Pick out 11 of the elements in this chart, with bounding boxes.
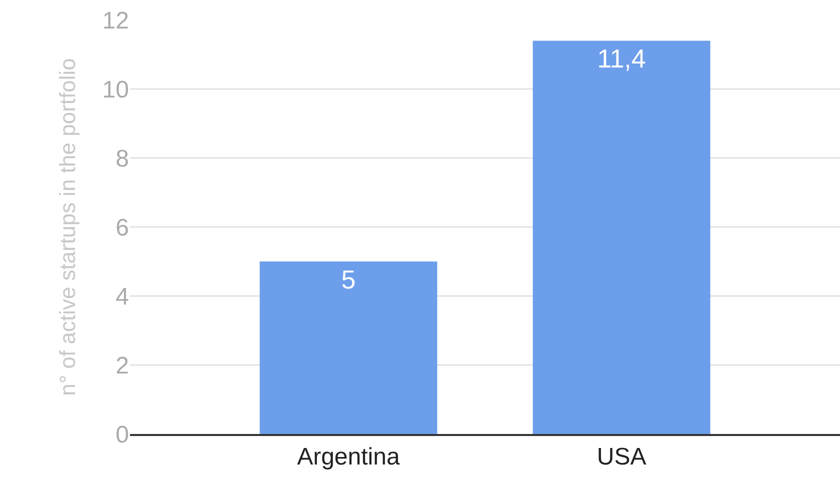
- data-label: 5: [341, 264, 356, 294]
- data-label: 11,4: [597, 44, 646, 74]
- y-tick-label: 0: [116, 421, 129, 448]
- y-tick-label: 2: [116, 352, 129, 380]
- x-tick-label: USA: [596, 444, 646, 471]
- y-tick-label: 10: [102, 76, 129, 104]
- y-tick-label: 4: [116, 283, 129, 310]
- y-tick-label: 6: [116, 214, 129, 242]
- y-tick-label: 8: [116, 145, 129, 172]
- y-tick-label: 12: [102, 7, 129, 34]
- x-tick-label: Argentina: [297, 444, 400, 471]
